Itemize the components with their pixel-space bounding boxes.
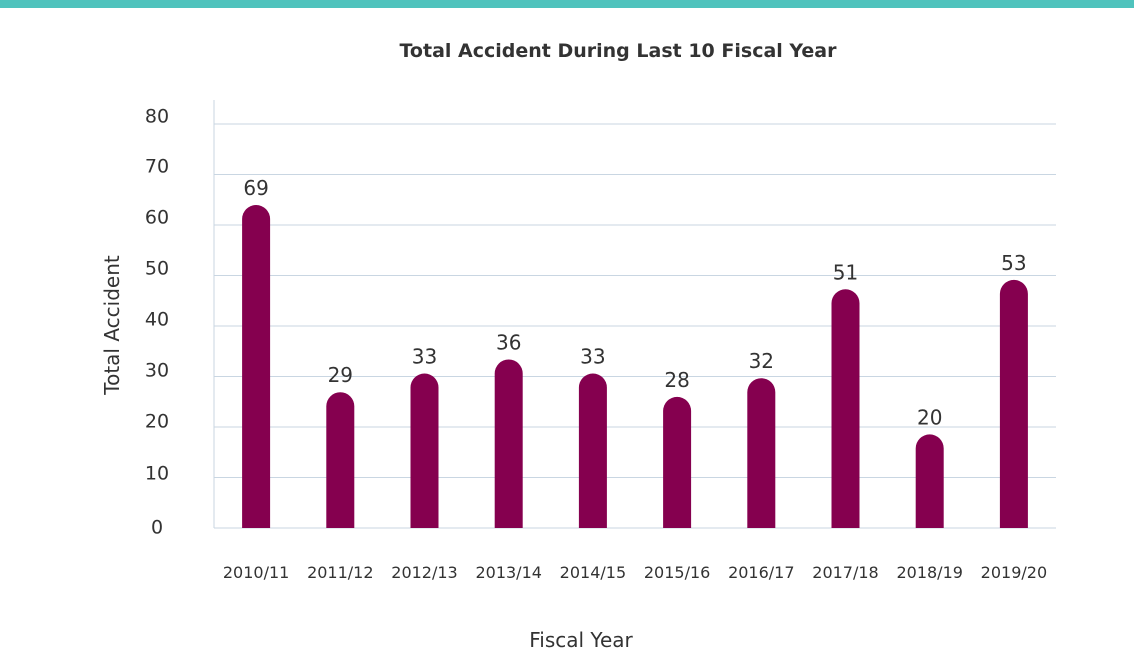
y-tick-label: 70 bbox=[145, 156, 169, 178]
x-tick-label: 2015/16 bbox=[644, 563, 710, 582]
bar bbox=[915, 434, 944, 528]
y-tick-label: 30 bbox=[145, 360, 169, 382]
x-tick-label: 2014/15 bbox=[560, 563, 626, 582]
bars bbox=[242, 205, 1028, 528]
data-label: 36 bbox=[496, 330, 521, 354]
data-label: 32 bbox=[749, 349, 774, 373]
x-tick-label: 2016/17 bbox=[728, 563, 794, 582]
x-tick-label: 2012/13 bbox=[391, 563, 457, 582]
x-tick-label: 2010/11 bbox=[223, 563, 289, 582]
top-accent-bar bbox=[0, 0, 1134, 8]
x-tick-label: 2017/18 bbox=[812, 563, 878, 582]
bar bbox=[747, 378, 776, 528]
y-tick-label: 80 bbox=[145, 106, 169, 128]
y-tick-labels: 0 10 20 30 40 50 60 70 80 bbox=[145, 106, 169, 539]
y-tick-label: 40 bbox=[145, 309, 169, 331]
data-labels: 69 29 33 36 33 28 32 51 20 53 bbox=[243, 176, 1026, 429]
y-tick-label: 10 bbox=[145, 463, 169, 485]
y-tick-label: 50 bbox=[145, 258, 169, 280]
x-tick-label: 2013/14 bbox=[475, 563, 541, 582]
y-tick-label: 60 bbox=[145, 207, 169, 229]
y-tick-label: 20 bbox=[145, 411, 169, 433]
bar bbox=[494, 359, 523, 528]
data-label: 53 bbox=[1001, 251, 1026, 275]
data-label: 69 bbox=[243, 176, 268, 200]
y-tick-label: 0 bbox=[151, 517, 163, 539]
data-label: 51 bbox=[833, 260, 858, 284]
y-axis-title: Total Accident bbox=[100, 255, 124, 396]
data-label: 29 bbox=[328, 363, 353, 387]
bar bbox=[999, 279, 1028, 528]
data-label: 33 bbox=[412, 345, 437, 369]
x-tick-label: 2019/20 bbox=[981, 563, 1047, 582]
grid-lines bbox=[213, 100, 1056, 529]
bar bbox=[578, 373, 607, 528]
chart-title: Total Accident During Last 10 Fiscal Yea… bbox=[400, 40, 838, 62]
x-tick-label: 2011/12 bbox=[307, 563, 373, 582]
data-label: 33 bbox=[580, 345, 605, 369]
data-label: 28 bbox=[664, 368, 689, 392]
bar bbox=[242, 205, 271, 528]
x-tick-label: 2018/19 bbox=[896, 563, 962, 582]
x-tick-labels: 2010/11 2011/12 2012/13 2013/14 2014/15 2015/… bbox=[223, 563, 1047, 582]
bar bbox=[326, 392, 355, 528]
data-label: 20 bbox=[917, 405, 942, 429]
x-axis-title: Fiscal Year bbox=[529, 628, 633, 652]
bar bbox=[663, 396, 692, 528]
bar bbox=[831, 289, 860, 528]
bar bbox=[410, 373, 439, 528]
